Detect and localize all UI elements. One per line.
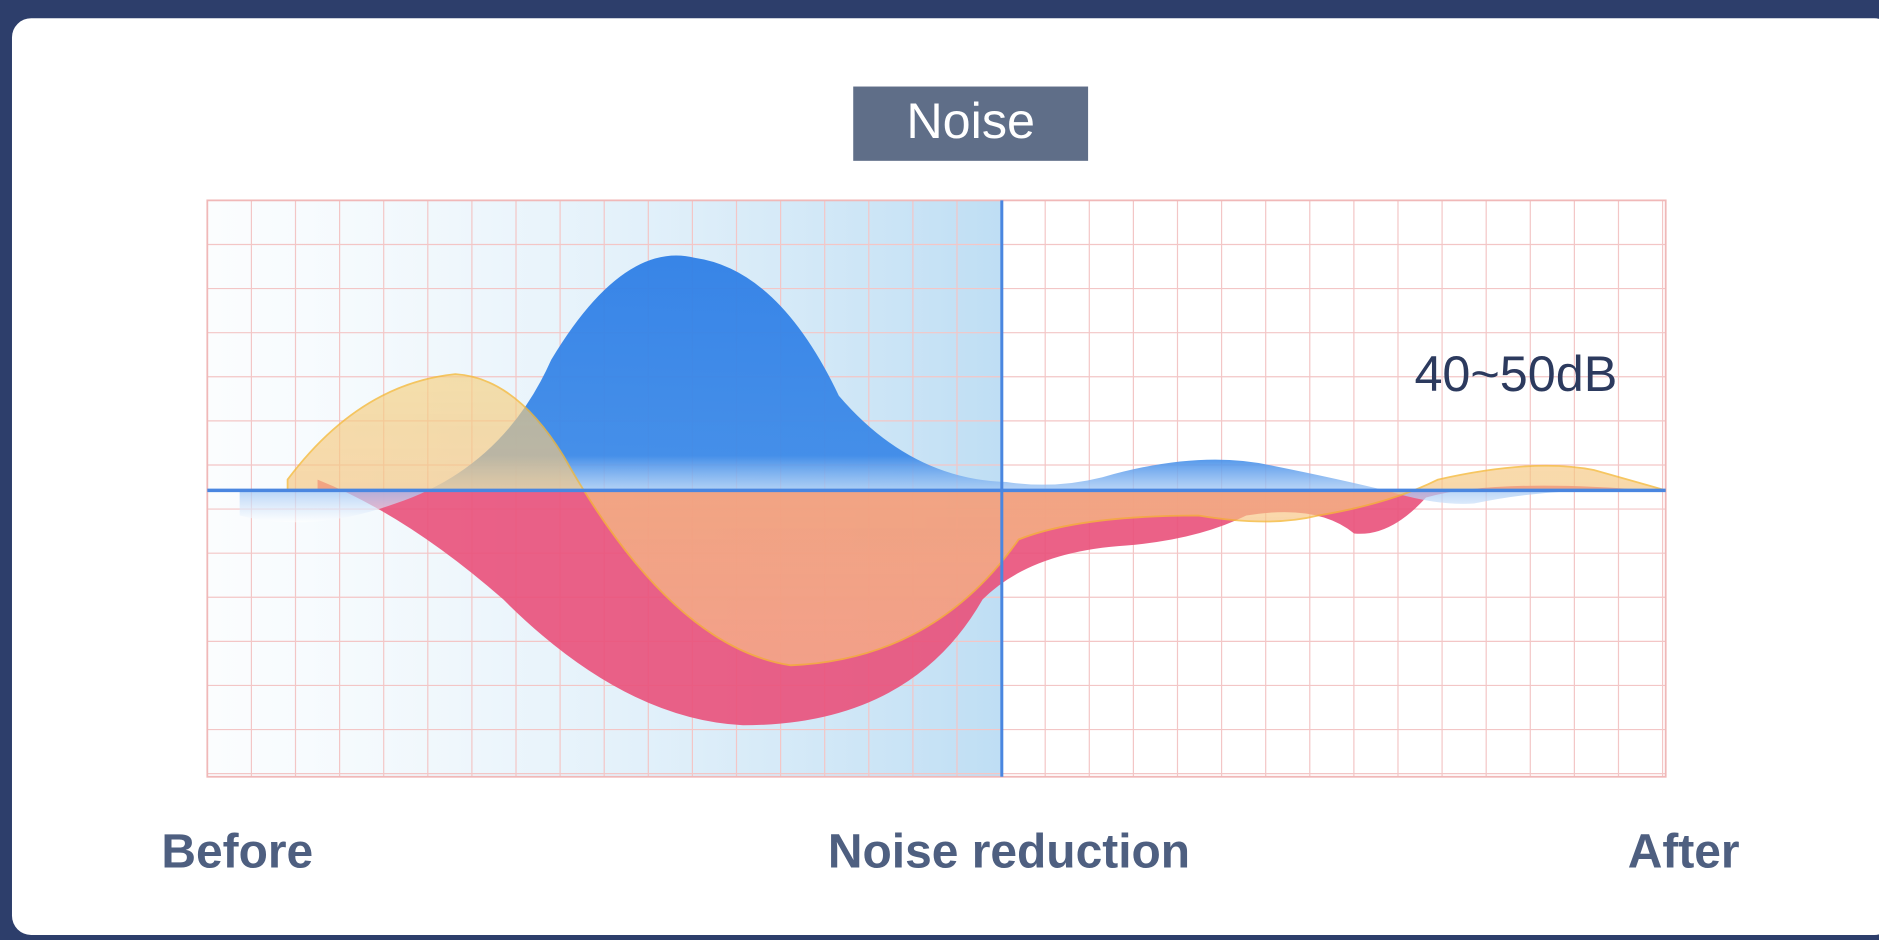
noise-label: Noise	[906, 92, 1035, 149]
before-label: Before	[161, 825, 313, 878]
level-label: 40~50dB	[1414, 345, 1617, 402]
label-box	[853, 86, 1089, 161]
blue-wave	[239, 255, 1666, 523]
after-label: After	[1628, 825, 1740, 878]
middle-label: Noise reduction	[828, 825, 1190, 878]
